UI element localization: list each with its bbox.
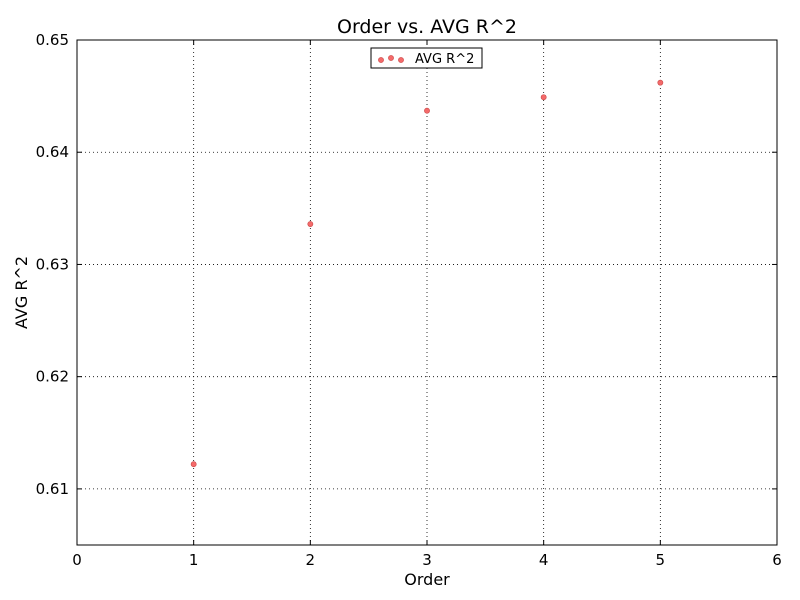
y-axis-title: AVG R^2 — [12, 256, 31, 329]
legend-marker — [388, 55, 394, 61]
plot-frame — [76, 39, 778, 546]
y-tick-label: 0.64 — [36, 143, 69, 161]
ticks — [76, 39, 778, 545]
legend-label: AVG R^2 — [415, 52, 474, 67]
data-point — [424, 107, 430, 114]
x-tick-label: 0 — [72, 551, 82, 569]
x-axis-title: Order — [404, 570, 450, 589]
x-tick-labels: 0 1 2 3 4 5 6 — [72, 551, 782, 569]
y-tick-labels: 0.61 0.62 0.63 0.64 0.65 — [36, 31, 69, 498]
x-tick-label: 6 — [772, 551, 782, 569]
x-tick-label: 4 — [539, 551, 549, 569]
data-point — [190, 461, 197, 468]
grid — [76, 39, 778, 545]
x-tick-label: 3 — [422, 551, 432, 569]
y-tick-label: 0.61 — [36, 480, 69, 498]
legend-markers — [378, 55, 404, 63]
data-point — [657, 79, 664, 86]
y-tick-label: 0.65 — [36, 31, 69, 49]
legend-marker — [398, 57, 404, 63]
x-tick-label: 2 — [306, 551, 316, 569]
data-point — [540, 94, 547, 101]
legend-box — [370, 47, 483, 69]
y-tick-label: 0.63 — [36, 255, 69, 273]
legend-marker — [378, 57, 384, 63]
data-point — [307, 221, 314, 227]
x-tick-label: 1 — [189, 551, 199, 569]
legend: AVG R^2 — [370, 47, 483, 69]
y-tick-label: 0.62 — [36, 368, 69, 386]
x-tick-label: 5 — [656, 551, 666, 569]
data-points — [190, 79, 664, 468]
chart-title: Order vs. AVG R^2 — [337, 16, 517, 38]
